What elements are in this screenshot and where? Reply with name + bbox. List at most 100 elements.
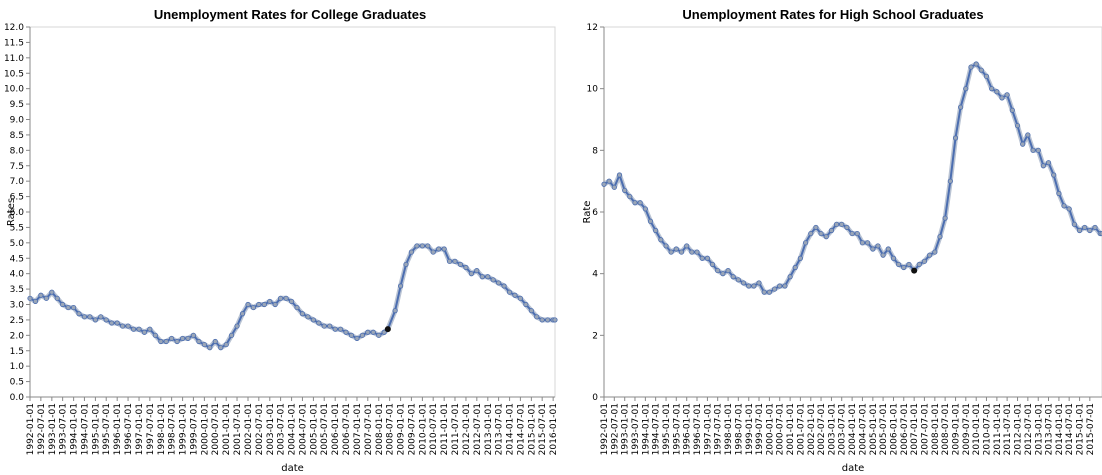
- highlight-point: [911, 267, 918, 274]
- y-tick-label: 5.5: [10, 223, 24, 233]
- x-tick-label: 2003-01-01: [827, 403, 837, 455]
- data-point: [125, 323, 131, 329]
- data-point: [501, 283, 507, 289]
- data-point: [678, 249, 685, 255]
- data-point: [207, 345, 213, 351]
- data-point: [506, 289, 513, 295]
- x-tick-label: 2014-01-01: [506, 403, 516, 455]
- data-point: [1025, 132, 1031, 138]
- x-tick-label: 1992-07-01: [37, 403, 47, 455]
- data-point: [818, 230, 824, 237]
- data-point: [921, 258, 928, 264]
- data-point: [32, 298, 39, 305]
- data-point: [370, 329, 376, 335]
- x-tick-label: 2008-07-01: [941, 403, 951, 455]
- data-point: [403, 261, 409, 268]
- y-tick-label: 10.5: [4, 69, 24, 79]
- x-tick-label: 2009-01-01: [397, 403, 407, 455]
- x-tick-label: 2013-07-01: [1045, 403, 1055, 455]
- data-point: [673, 246, 679, 252]
- x-tick-label: 1999-07-01: [755, 403, 765, 455]
- data-point: [27, 295, 33, 301]
- x-tick-label: 2016-01-01: [549, 403, 559, 455]
- data-point: [787, 274, 793, 280]
- data-point: [299, 311, 306, 317]
- data-point: [740, 280, 747, 286]
- x-tick-label: 2002-01-01: [807, 403, 817, 455]
- data-point: [98, 314, 104, 320]
- data-point: [534, 314, 540, 320]
- y-tick-label: 12.0: [4, 23, 24, 33]
- data-point: [321, 323, 327, 329]
- data-point: [1071, 221, 1077, 227]
- x-tick-label: 1998-07-01: [734, 403, 744, 455]
- data-point: [844, 224, 850, 231]
- x-tick-label: 2011-01-01: [440, 403, 450, 455]
- x-tick-label: 1992-07-01: [610, 403, 620, 455]
- data-point: [468, 271, 474, 277]
- data-point: [1099, 230, 1102, 237]
- y-axis-title: Rate: [582, 201, 593, 224]
- x-tick-label: 2015-07-01: [1086, 403, 1096, 455]
- x-tick-label: 1999-07-01: [189, 403, 199, 455]
- x-tick-label: 1996-01-01: [683, 403, 693, 455]
- y-tick-label: 4.5: [10, 254, 24, 264]
- x-tick-label: 2007-07-01: [920, 403, 930, 455]
- data-point: [1004, 92, 1010, 98]
- x-tick-label: 2005-01-01: [309, 403, 319, 455]
- data-point: [103, 317, 109, 323]
- data-point: [359, 332, 365, 338]
- x-tick-label: 2008-07-01: [386, 403, 396, 455]
- chart-title: Unemployment Rates for College Graduates: [154, 7, 426, 22]
- data-point: [746, 283, 752, 289]
- data-point: [663, 243, 669, 249]
- data-point: [277, 295, 284, 301]
- x-tick-label: 2006-01-01: [331, 403, 341, 455]
- data-point: [54, 295, 60, 301]
- data-point: [436, 246, 442, 252]
- x-tick-label: 1995-01-01: [662, 403, 672, 455]
- data-point: [782, 283, 788, 289]
- x-tick-label: 2006-07-01: [342, 403, 352, 455]
- x-tick-label: 2010-07-01: [429, 403, 439, 455]
- data-point: [419, 243, 425, 249]
- data-point: [756, 280, 762, 286]
- y-tick-label: 11.0: [4, 54, 24, 64]
- data-point: [283, 295, 289, 301]
- x-tick-label: 1994-07-01: [652, 403, 662, 455]
- x-tick-label: 1994-01-01: [70, 403, 80, 455]
- data-point: [310, 317, 317, 323]
- x-tick-label: 2009-07-01: [407, 403, 417, 455]
- x-tick-label: 1997-07-01: [146, 403, 156, 455]
- data-point: [947, 178, 953, 184]
- data-point: [463, 264, 469, 271]
- data-point: [1030, 147, 1036, 153]
- series-halo: [602, 61, 1102, 295]
- data-point: [185, 335, 191, 342]
- x-tick-label: 1995-07-01: [672, 403, 682, 455]
- data-point: [408, 249, 415, 255]
- y-tick-label: 1.0: [10, 362, 25, 372]
- data-point: [854, 230, 860, 237]
- x-tick-label: 2012-07-01: [473, 403, 483, 455]
- y-tick-label: 4.0: [10, 270, 25, 280]
- data-point: [699, 255, 705, 261]
- x-tick-label: 2012-01-01: [462, 403, 472, 455]
- x-tick-label: 2013-07-01: [495, 403, 505, 455]
- data-point: [38, 292, 44, 298]
- y-tick-label: 12: [587, 23, 598, 33]
- data-point: [973, 61, 979, 67]
- data-point: [228, 332, 235, 338]
- data-point: [1040, 163, 1046, 169]
- data-point: [43, 295, 49, 301]
- x-tick-label: 2000-01-01: [765, 403, 775, 455]
- plot-frame: [603, 26, 1102, 398]
- data-point: [797, 255, 803, 261]
- data-point: [1066, 206, 1072, 212]
- data-point: [250, 304, 256, 311]
- data-point: [87, 314, 93, 320]
- data-point: [601, 181, 607, 187]
- x-tick-label: 2012-07-01: [1024, 403, 1034, 455]
- x-tick-label: 2003-01-01: [266, 403, 276, 455]
- y-tick-label: 7.0: [10, 177, 25, 187]
